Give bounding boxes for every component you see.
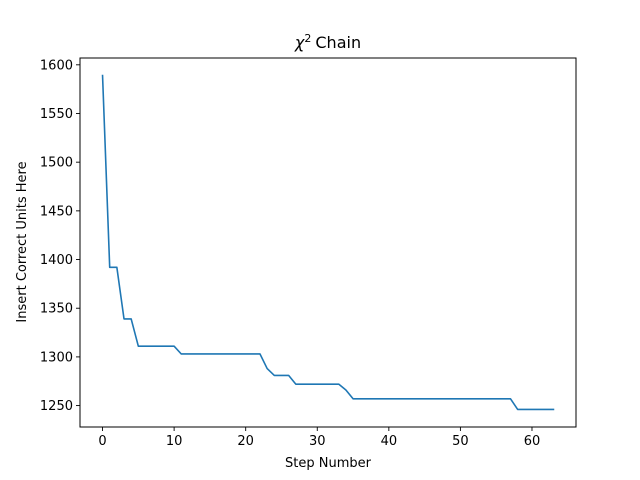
y-tick-label: 1300 (40, 350, 73, 365)
x-tick-label: 10 (166, 434, 183, 449)
y-axis-ticks: 1250 1300 1350 1400 1450 1500 1550 1600 (40, 58, 80, 414)
y-tick-label: 1250 (40, 399, 73, 414)
x-axis-label: Step Number (285, 456, 372, 471)
x-tick-label: 40 (381, 434, 398, 449)
y-tick-label: 1450 (40, 204, 73, 219)
x-axis-ticks: 0 10 20 30 40 50 60 (98, 427, 540, 449)
y-tick-label: 1350 (40, 302, 73, 317)
chart-title-symbol: χ (294, 33, 305, 52)
series-line-0 (101, 74, 555, 411)
x-tick-label: 30 (309, 434, 326, 449)
y-tick-label: 1550 (40, 107, 73, 122)
x-tick-label: 0 (98, 434, 106, 449)
y-tick-label: 1600 (40, 58, 73, 73)
y-tick-label: 1400 (40, 253, 73, 268)
chart-title-superscript: 2 (304, 32, 311, 45)
y-tick-label: 1500 (40, 156, 73, 171)
plot-area (79, 57, 577, 428)
chart-title-text: Chain (315, 33, 361, 52)
y-axis-label: Insert Correct Units Here (15, 161, 30, 322)
series-layer (101, 74, 555, 411)
x-tick-label: 60 (524, 434, 541, 449)
x-tick-label: 20 (237, 434, 254, 449)
axes-frame (79, 57, 577, 428)
chart-title: χ2 Chain (294, 32, 361, 52)
x-tick-label: 50 (452, 434, 469, 449)
